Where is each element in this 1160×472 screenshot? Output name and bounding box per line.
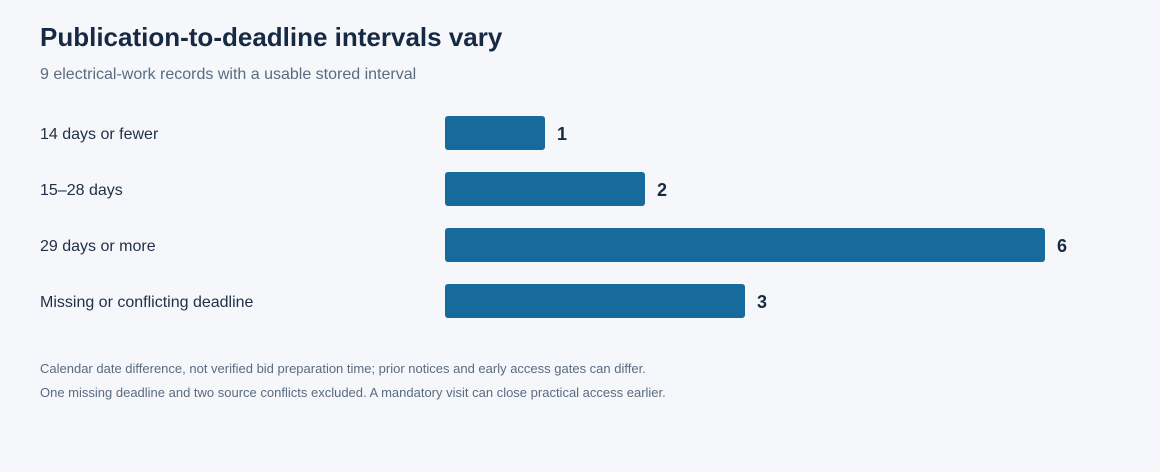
chart-subtitle: 9 electrical-work records with a usable …: [40, 66, 417, 83]
bar: [445, 284, 745, 318]
bar-chart: 14 days or fewer 1 15–28 days 2 29 days or m…: [40, 116, 1067, 318]
category-label: 29 days or more: [40, 238, 156, 255]
value-label: 6: [1057, 236, 1067, 256]
footnote-2: One missing deadline and two source conf…: [40, 385, 666, 400]
value-label: 3: [757, 292, 767, 312]
footnote-1: Calendar date difference, not verified b…: [40, 361, 646, 376]
bar: [445, 116, 545, 150]
category-label: 14 days or fewer: [40, 126, 159, 143]
value-label: 1: [557, 124, 567, 144]
value-label: 2: [657, 180, 667, 200]
bar: [445, 228, 1045, 262]
bar: [445, 172, 645, 206]
category-label: 15–28 days: [40, 182, 123, 199]
category-label: Missing or conflicting deadline: [40, 294, 254, 311]
chart-title: Publication-to-deadline intervals vary: [40, 22, 503, 52]
